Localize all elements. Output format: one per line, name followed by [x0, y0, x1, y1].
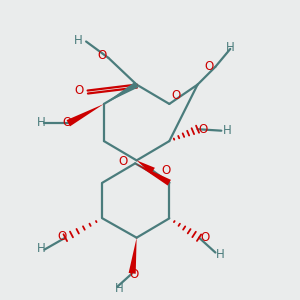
Text: O: O	[198, 123, 207, 136]
Text: O: O	[98, 49, 107, 62]
Text: O: O	[75, 84, 84, 97]
Text: H: H	[37, 242, 46, 255]
Polygon shape	[136, 160, 155, 174]
Text: H: H	[37, 116, 46, 129]
Text: O: O	[172, 88, 181, 102]
Text: O: O	[118, 155, 128, 168]
Text: H: H	[223, 124, 232, 137]
Polygon shape	[129, 238, 136, 274]
Text: O: O	[129, 268, 138, 281]
Polygon shape	[67, 104, 104, 126]
Text: O: O	[205, 60, 214, 73]
Text: H: H	[114, 282, 123, 295]
Text: O: O	[161, 164, 170, 177]
Polygon shape	[135, 164, 171, 185]
Text: H: H	[74, 34, 83, 46]
Polygon shape	[104, 82, 138, 104]
Text: H: H	[215, 248, 224, 260]
Text: O: O	[62, 116, 71, 129]
Text: H: H	[226, 41, 235, 54]
Text: O: O	[58, 230, 67, 243]
Text: O: O	[200, 231, 209, 244]
